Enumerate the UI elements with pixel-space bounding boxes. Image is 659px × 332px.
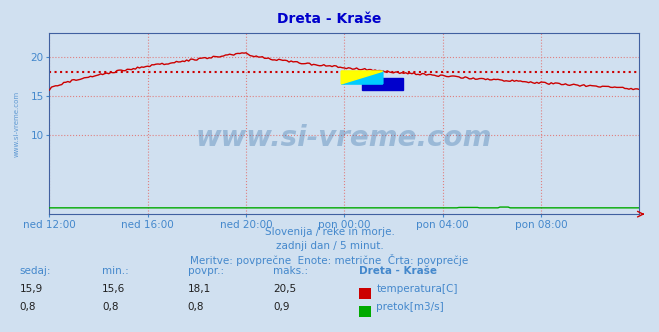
Text: Slovenija / reke in morje.: Slovenija / reke in morje.: [264, 227, 395, 237]
Text: 15,9: 15,9: [20, 284, 43, 294]
Text: zadnji dan / 5 minut.: zadnji dan / 5 minut.: [275, 241, 384, 251]
Text: Dreta - Kraše: Dreta - Kraše: [277, 12, 382, 26]
Text: www.si-vreme.com: www.si-vreme.com: [14, 91, 20, 157]
Polygon shape: [341, 71, 383, 84]
Polygon shape: [341, 71, 383, 84]
Text: www.si-vreme.com: www.si-vreme.com: [196, 124, 492, 152]
Text: 15,6: 15,6: [102, 284, 125, 294]
Text: min.:: min.:: [102, 266, 129, 276]
Text: temperatura[C]: temperatura[C]: [376, 284, 458, 294]
Bar: [362, 78, 403, 90]
Text: 0,8: 0,8: [20, 302, 36, 312]
Text: 20,5: 20,5: [273, 284, 297, 294]
Text: pretok[m3/s]: pretok[m3/s]: [376, 302, 444, 312]
Text: sedaj:: sedaj:: [20, 266, 51, 276]
Text: povpr.:: povpr.:: [188, 266, 224, 276]
Text: maks.:: maks.:: [273, 266, 308, 276]
Polygon shape: [341, 71, 383, 84]
Text: 0,9: 0,9: [273, 302, 290, 312]
Text: 0,8: 0,8: [188, 302, 204, 312]
Polygon shape: [341, 71, 383, 84]
Text: 0,8: 0,8: [102, 302, 119, 312]
Text: 18,1: 18,1: [188, 284, 211, 294]
Text: Meritve: povprečne  Enote: metrične  Črta: povprečje: Meritve: povprečne Enote: metrične Črta:…: [190, 254, 469, 266]
Text: Dreta - Kraše: Dreta - Kraše: [359, 266, 437, 276]
